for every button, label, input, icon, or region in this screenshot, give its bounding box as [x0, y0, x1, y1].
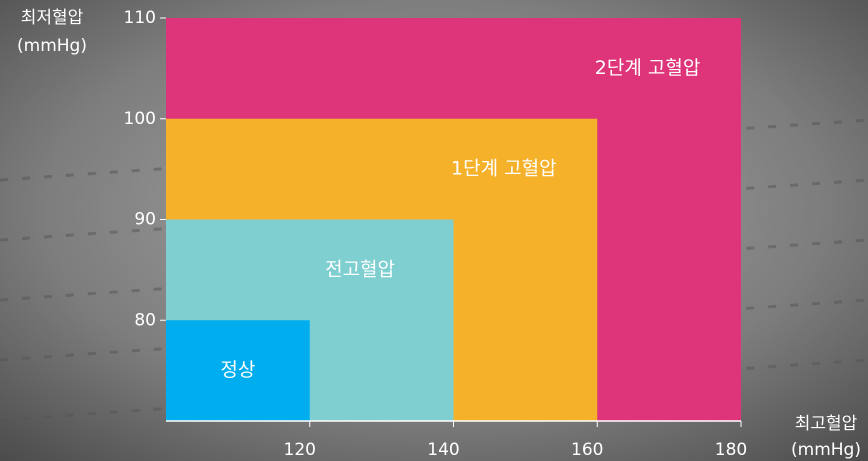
y-tick-label: 90 — [134, 210, 156, 230]
region-label: 1단계 고혈압 — [451, 158, 557, 180]
region-label: 2단계 고혈압 — [595, 57, 701, 79]
x-tick-label: 160 — [571, 440, 603, 460]
y-axis-label: 최저혈압 — [21, 8, 84, 28]
x-axis-label: (mmHg) — [791, 440, 861, 460]
y-tick-label: 100 — [124, 109, 156, 129]
x-tick-label: 180 — [715, 440, 747, 460]
x-tick-label: 120 — [284, 440, 316, 460]
x-tick-label: 140 — [427, 440, 459, 460]
y-tick-label: 110 — [124, 8, 156, 28]
y-tick-label: 80 — [134, 310, 156, 330]
region-label: 전고혈압 — [325, 258, 395, 280]
x-axis-label: 최고혈압 — [795, 414, 858, 434]
chart: 정상 전고혈압 1단계 고혈압 2단계 고혈압 120 140 160 180 80 90 100 1… — [0, 0, 868, 461]
y-axis-label: (mmHg) — [17, 36, 87, 56]
region-label: 정상 — [220, 359, 255, 381]
